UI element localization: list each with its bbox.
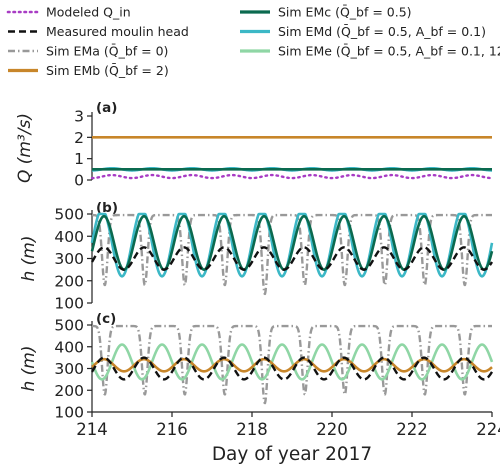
series-line-2-1 xyxy=(90,343,494,381)
y-tick-label-2-2: 300 xyxy=(54,360,84,378)
series-line-2-0 xyxy=(91,324,493,405)
panel-c: (c) h (m) 100 200 300 400 500 xyxy=(19,311,494,422)
legend-label-0: Modeled Q_in xyxy=(46,5,131,20)
y-tick-label-0-3: 3 xyxy=(74,108,84,126)
y-tick-label-2-3: 400 xyxy=(54,338,84,356)
y-axis-label-a: Q (m³/s) xyxy=(15,113,35,183)
x-tick-label-0: 214 xyxy=(76,420,108,439)
y-tick-label-0-1: 1 xyxy=(74,150,84,168)
y-tick-label-0-2: 2 xyxy=(74,129,84,147)
x-axis: 214 216 218 220 222 224 xyxy=(76,412,500,439)
y-tick-label-1-0: 100 xyxy=(54,295,84,313)
y-tick-label-2-0: 100 xyxy=(54,404,84,422)
legend: Modeled Q_in Measured moulin head Sim EMa … xyxy=(6,5,500,78)
y-tick-label-0-0: 0 xyxy=(74,172,84,190)
panel-b: (b) h (m) 100 200 300 400 500 xyxy=(19,200,494,313)
y-axis-label-c: h (m) xyxy=(19,345,39,391)
series-line-1-3 xyxy=(90,246,494,271)
series-line-2-3 xyxy=(90,356,494,381)
legend-label-5: Sim EMd (Q̄_bf = 0.5, A_bf = 0.1) xyxy=(278,24,486,39)
x-tick-label-2: 218 xyxy=(236,420,268,439)
series-line-1-2 xyxy=(90,214,494,271)
y-axis-label-a-text: Q (m³/s) xyxy=(15,113,35,183)
x-tick-label-1: 216 xyxy=(156,420,188,439)
y-tick-label-1-4: 500 xyxy=(54,206,84,224)
legend-label-4: Sim EMc (Q̄_bf = 0.5) xyxy=(278,5,412,20)
legend-label-6: Sim EMe (Q̄_bf = 0.5, A_bf = 0.1, 12h la… xyxy=(278,44,500,59)
series-line-1-1 xyxy=(90,212,494,278)
y-tick-label-1-3: 400 xyxy=(54,228,84,246)
x-axis-label: Day of year 2017 xyxy=(212,444,372,465)
legend-label-1: Measured moulin head xyxy=(46,24,189,39)
panel-label-c: (c) xyxy=(96,311,116,327)
y-axis-label-b-text: h (m) xyxy=(19,235,39,281)
series-line-2-2 xyxy=(91,357,493,373)
y-tick-label-1-1: 200 xyxy=(54,272,84,290)
y-tick-label-2-1: 200 xyxy=(54,382,84,400)
panel-a: (a) Q (m³/s) 0 1 2 3 xyxy=(15,100,494,190)
y-axis-label-c-text: h (m) xyxy=(19,345,39,391)
y-axis-label-b: h (m) xyxy=(19,235,39,281)
y-tick-label-2-4: 500 xyxy=(54,317,84,335)
legend-label-3: Sim EMb (Q̄_bf = 2) xyxy=(46,63,169,78)
series-line-1-0 xyxy=(91,213,493,296)
series-line-0-3 xyxy=(90,173,494,180)
x-tick-label-3: 220 xyxy=(316,420,348,439)
y-tick-label-1-2: 300 xyxy=(54,250,84,268)
x-tick-label-5: 224 xyxy=(476,420,500,439)
legend-label-2: Sim EMa (Q̄_bf = 0) xyxy=(46,44,168,59)
panel-label-b: (b) xyxy=(96,200,118,216)
x-tick-label-4: 222 xyxy=(396,420,428,439)
panel-label-a: (a) xyxy=(96,100,117,116)
